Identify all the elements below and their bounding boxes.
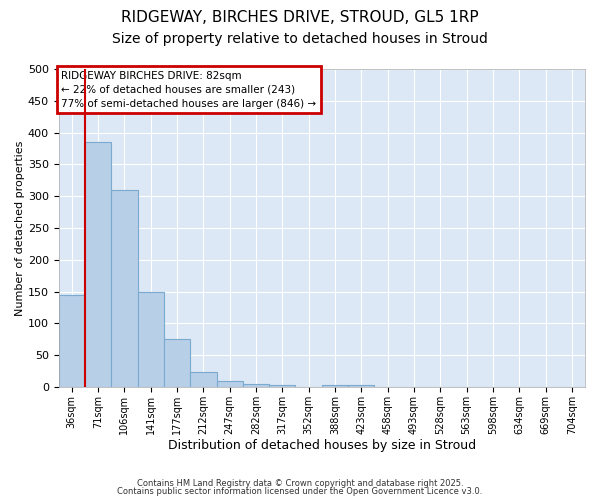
- Bar: [111, 190, 137, 387]
- Bar: [269, 385, 295, 387]
- Text: RIDGEWAY BIRCHES DRIVE: 82sqm
← 22% of detached houses are smaller (243)
77% of : RIDGEWAY BIRCHES DRIVE: 82sqm ← 22% of d…: [61, 70, 316, 108]
- Bar: [190, 372, 217, 387]
- Bar: [137, 292, 164, 387]
- X-axis label: Distribution of detached houses by size in Stroud: Distribution of detached houses by size …: [168, 440, 476, 452]
- Bar: [243, 384, 269, 387]
- Text: RIDGEWAY, BIRCHES DRIVE, STROUD, GL5 1RP: RIDGEWAY, BIRCHES DRIVE, STROUD, GL5 1RP: [121, 10, 479, 25]
- Text: Contains HM Land Registry data © Crown copyright and database right 2025.: Contains HM Land Registry data © Crown c…: [137, 478, 463, 488]
- Bar: [164, 339, 190, 387]
- Text: Size of property relative to detached houses in Stroud: Size of property relative to detached ho…: [112, 32, 488, 46]
- Bar: [348, 385, 374, 387]
- Bar: [322, 385, 348, 387]
- Bar: [59, 294, 85, 387]
- Bar: [217, 380, 243, 387]
- Text: Contains public sector information licensed under the Open Government Licence v3: Contains public sector information licen…: [118, 487, 482, 496]
- Y-axis label: Number of detached properties: Number of detached properties: [15, 140, 25, 316]
- Bar: [85, 142, 111, 387]
